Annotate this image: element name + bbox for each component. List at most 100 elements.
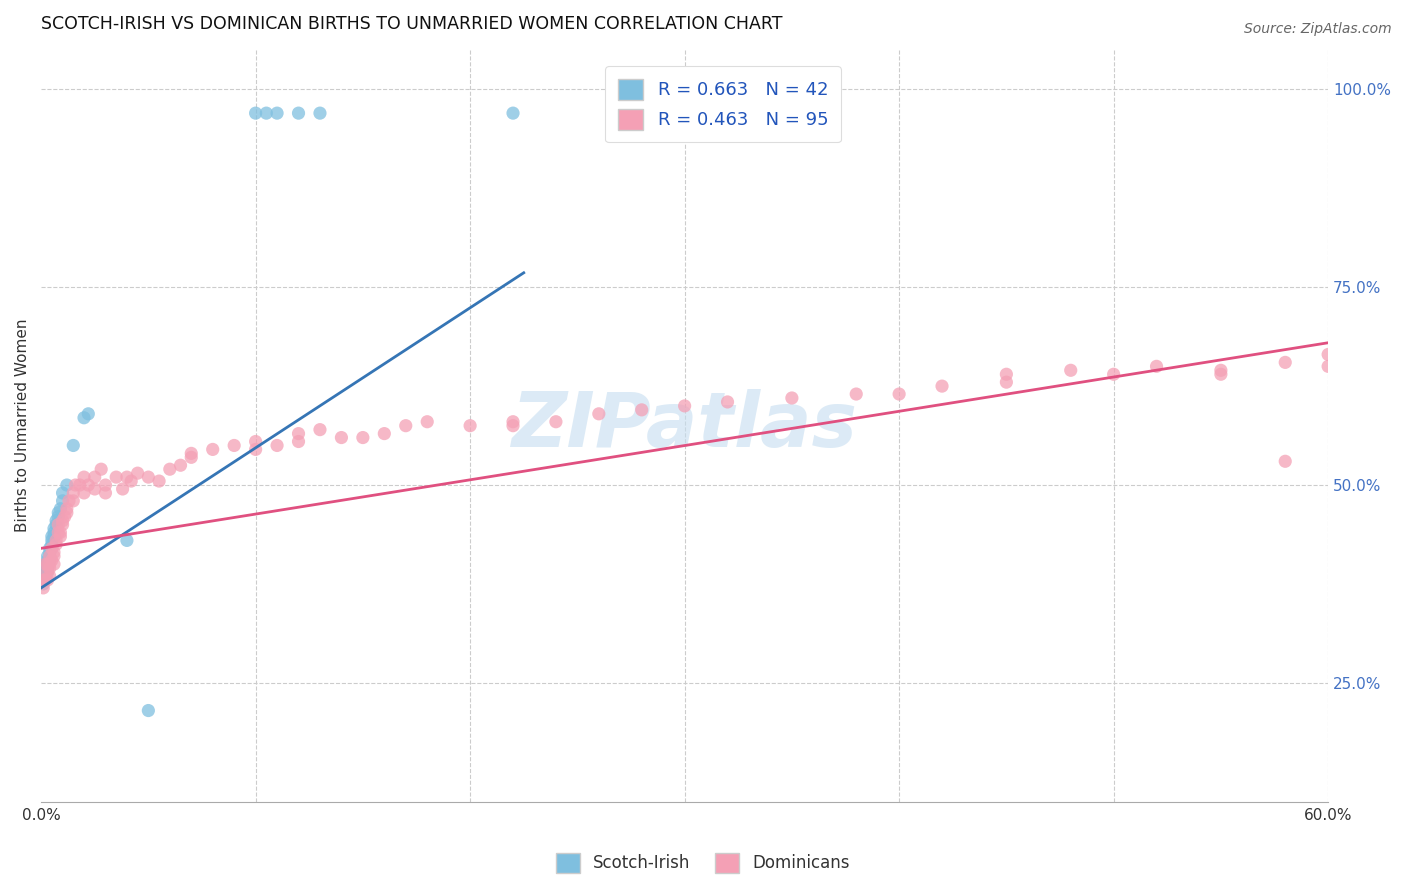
Point <box>266 106 288 120</box>
Point <box>42 557 65 571</box>
Point <box>34 561 56 575</box>
Point <box>416 415 439 429</box>
Point <box>73 470 96 484</box>
Point <box>38 561 60 575</box>
Legend: R = 0.663   N = 42, R = 0.463   N = 95: R = 0.663 N = 42, R = 0.463 N = 95 <box>606 66 841 143</box>
Legend: Scotch-Irish, Dominicans: Scotch-Irish, Dominicans <box>550 847 856 880</box>
Point <box>56 501 79 516</box>
Point <box>138 704 160 718</box>
Point <box>1317 359 1340 374</box>
Point <box>502 415 524 429</box>
Point <box>1102 368 1125 382</box>
Point <box>120 474 142 488</box>
Point <box>56 478 79 492</box>
Point <box>287 434 309 449</box>
Point <box>58 493 80 508</box>
Point <box>115 470 138 484</box>
Point <box>34 573 56 587</box>
Point <box>51 486 73 500</box>
Point <box>32 573 55 587</box>
Point <box>65 478 87 492</box>
Point <box>73 486 96 500</box>
Point <box>51 493 73 508</box>
Text: SCOTCH-IRISH VS DOMINICAN BIRTHS TO UNMARRIED WOMEN CORRELATION CHART: SCOTCH-IRISH VS DOMINICAN BIRTHS TO UNMA… <box>41 15 783 33</box>
Point <box>42 522 65 536</box>
Point <box>995 375 1018 389</box>
Point <box>1146 359 1168 374</box>
Point <box>41 529 63 543</box>
Y-axis label: Births to Unmarried Women: Births to Unmarried Women <box>15 319 30 533</box>
Point <box>201 442 224 457</box>
Point <box>42 545 65 559</box>
Point <box>115 533 138 548</box>
Point <box>77 407 100 421</box>
Point <box>309 106 332 120</box>
Text: Source: ZipAtlas.com: Source: ZipAtlas.com <box>1244 22 1392 37</box>
Point <box>266 438 288 452</box>
Point <box>34 565 56 579</box>
Point <box>37 561 59 575</box>
Point <box>373 426 395 441</box>
Point <box>32 565 55 579</box>
Point <box>41 541 63 556</box>
Point <box>51 514 73 528</box>
Point <box>887 387 910 401</box>
Point <box>38 541 60 556</box>
Point <box>1274 355 1296 369</box>
Point <box>53 509 76 524</box>
Point <box>32 573 55 587</box>
Point <box>845 387 868 401</box>
Point <box>673 399 696 413</box>
Point <box>62 486 84 500</box>
Point <box>544 415 567 429</box>
Point <box>38 569 60 583</box>
Point <box>46 509 69 524</box>
Point <box>94 486 117 500</box>
Point <box>34 569 56 583</box>
Point <box>94 478 117 492</box>
Point <box>45 517 67 532</box>
Point <box>330 431 353 445</box>
Point <box>45 514 67 528</box>
Point <box>180 446 202 460</box>
Point <box>1317 347 1340 361</box>
Point <box>56 506 79 520</box>
Point <box>38 557 60 571</box>
Point <box>37 573 59 587</box>
Text: ZIPatlas: ZIPatlas <box>512 389 858 463</box>
Point <box>41 553 63 567</box>
Point <box>309 423 332 437</box>
Point <box>37 557 59 571</box>
Point <box>502 106 524 120</box>
Point <box>254 106 277 120</box>
Point <box>395 418 418 433</box>
Point <box>716 395 738 409</box>
Point <box>49 525 72 540</box>
Point <box>180 450 202 465</box>
Point <box>83 470 105 484</box>
Point <box>42 549 65 564</box>
Point <box>41 537 63 551</box>
Point <box>458 418 481 433</box>
Point <box>62 493 84 508</box>
Point <box>51 517 73 532</box>
Point <box>37 565 59 579</box>
Point <box>995 368 1018 382</box>
Point <box>90 462 112 476</box>
Point <box>34 557 56 571</box>
Point <box>42 529 65 543</box>
Point <box>287 426 309 441</box>
Point <box>105 470 128 484</box>
Point <box>245 106 267 120</box>
Point <box>148 474 170 488</box>
Point <box>931 379 953 393</box>
Point <box>138 470 160 484</box>
Point <box>38 549 60 564</box>
Point <box>38 549 60 564</box>
Point <box>169 458 191 473</box>
Point <box>73 410 96 425</box>
Point <box>46 517 69 532</box>
Point <box>780 391 803 405</box>
Point <box>352 431 374 445</box>
Point <box>46 506 69 520</box>
